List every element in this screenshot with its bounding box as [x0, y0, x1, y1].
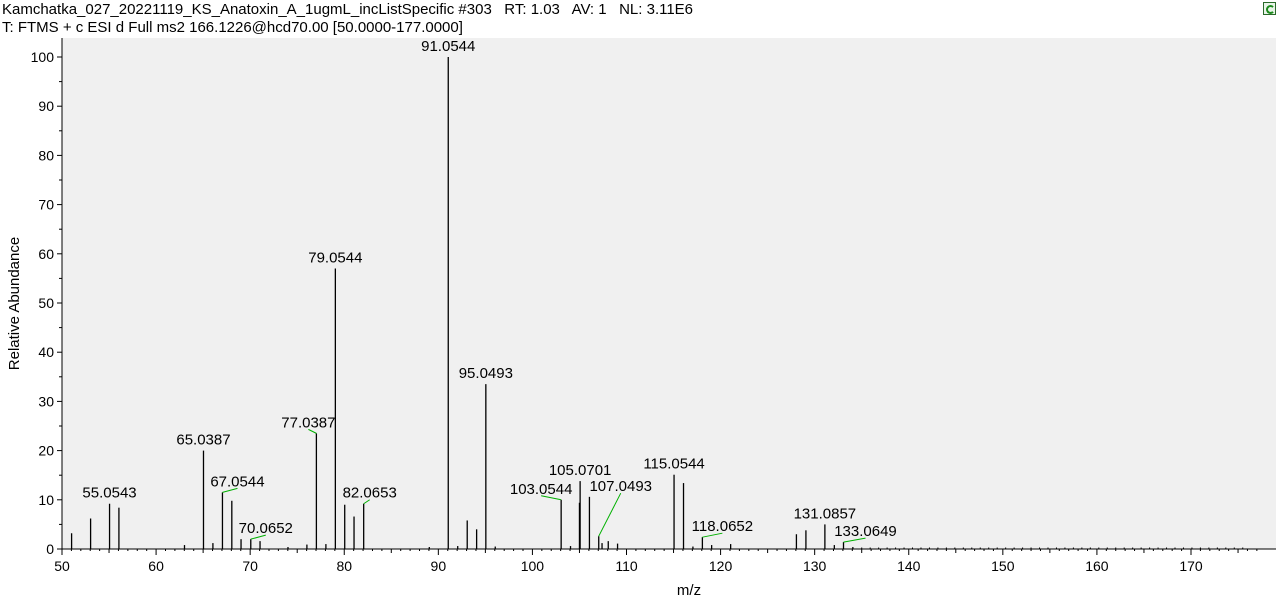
x-tick-label: 140: [897, 558, 921, 574]
x-tick-label: 150: [991, 558, 1015, 574]
x-tick-label: 160: [1085, 558, 1109, 574]
y-tick-label: 0: [46, 541, 54, 557]
y-tick-label: 70: [38, 197, 54, 213]
peak-label: 133.0649: [834, 523, 897, 540]
peak-label: 65.0387: [176, 432, 230, 449]
peak-leader-line: [363, 499, 370, 505]
y-tick-label: 10: [38, 492, 54, 508]
peak-label: 95.0493: [459, 365, 513, 382]
y-tick-label: 90: [38, 98, 54, 114]
peak-label: 103.0544: [510, 481, 573, 498]
peak-leader-line: [250, 534, 266, 540]
peak-label: 67.0544: [210, 473, 264, 490]
scan-header-line-1: Kamchatka_027_20221119_KS_Anatoxin_A_1ug…: [2, 1, 694, 18]
y-tick-label: 30: [38, 393, 54, 409]
peak-label: 115.0544: [643, 456, 704, 473]
peak-label: 77.0387: [281, 414, 335, 431]
x-tick-label: 110: [615, 558, 638, 574]
peak-label: 82.0653: [343, 485, 397, 502]
x-tick-label: 50: [54, 558, 70, 574]
peak-label: 131.0857: [794, 505, 857, 522]
peak-leader-line: [843, 537, 866, 543]
refresh-icon[interactable]: [1263, 2, 1276, 15]
peak-label: 55.0543: [82, 485, 136, 502]
x-tick-label: 130: [803, 558, 827, 574]
y-tick-label: 50: [38, 295, 54, 311]
peak-leader-line: [598, 492, 622, 537]
y-tick-label: 40: [38, 344, 54, 360]
x-tick-label: 170: [1179, 558, 1203, 574]
x-tick-label: 60: [148, 558, 164, 574]
x-tick-label: 80: [336, 558, 352, 574]
y-tick-label: 80: [38, 147, 54, 163]
peak-label: 91.0544: [421, 38, 475, 55]
y-tick-label: 20: [38, 443, 54, 459]
y-tick-label: 60: [38, 246, 54, 262]
peak-leader-line: [222, 487, 238, 493]
plot-area: [62, 38, 1276, 549]
peak-label: 118.0652: [692, 518, 753, 535]
y-tick-label: 100: [31, 49, 55, 65]
x-tick-label: 120: [709, 558, 733, 574]
peak-label: 70.0652: [239, 520, 293, 537]
scan-header-line-2: T: FTMS + c ESI d Full ms2 166.1226@hcd7…: [2, 19, 463, 36]
x-tick-label: 100: [521, 558, 545, 574]
peak-leader-line: [702, 532, 723, 538]
x-axis-title: m/z: [677, 582, 701, 599]
peak-label: 79.0544: [308, 250, 362, 267]
x-tick-label: 70: [242, 558, 258, 574]
peak-label: 105.0701: [549, 462, 612, 479]
y-axis-title: Relative Abundance: [6, 237, 23, 370]
peak-leader-line: [541, 495, 562, 501]
peak-label: 107.0493: [589, 478, 652, 495]
x-tick-label: 90: [431, 558, 447, 574]
peak-leader-line: [308, 428, 317, 434]
